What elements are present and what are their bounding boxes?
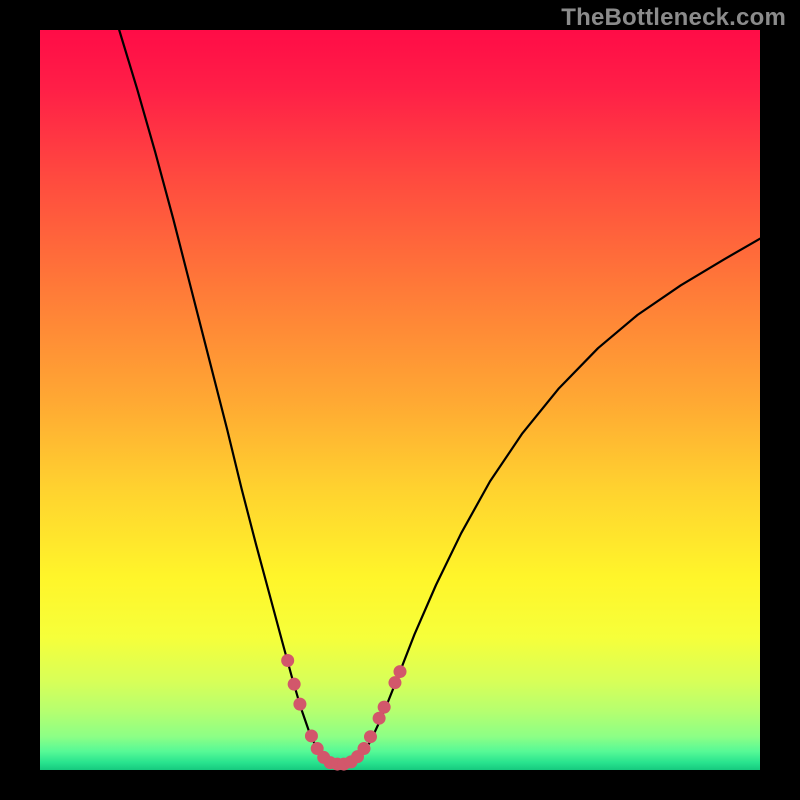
plot-background: [40, 30, 760, 770]
highlight-dot: [358, 742, 371, 755]
highlight-dot: [388, 676, 401, 689]
highlight-dot: [364, 730, 377, 743]
chart-canvas: [0, 0, 800, 800]
highlight-dot: [394, 665, 407, 678]
watermark-text: TheBottleneck.com: [561, 4, 786, 32]
highlight-dot: [288, 678, 301, 691]
highlight-dot: [373, 712, 386, 725]
highlight-dot: [305, 729, 318, 742]
highlight-dot: [378, 701, 391, 714]
highlight-dot: [281, 654, 294, 667]
highlight-dot: [293, 698, 306, 711]
